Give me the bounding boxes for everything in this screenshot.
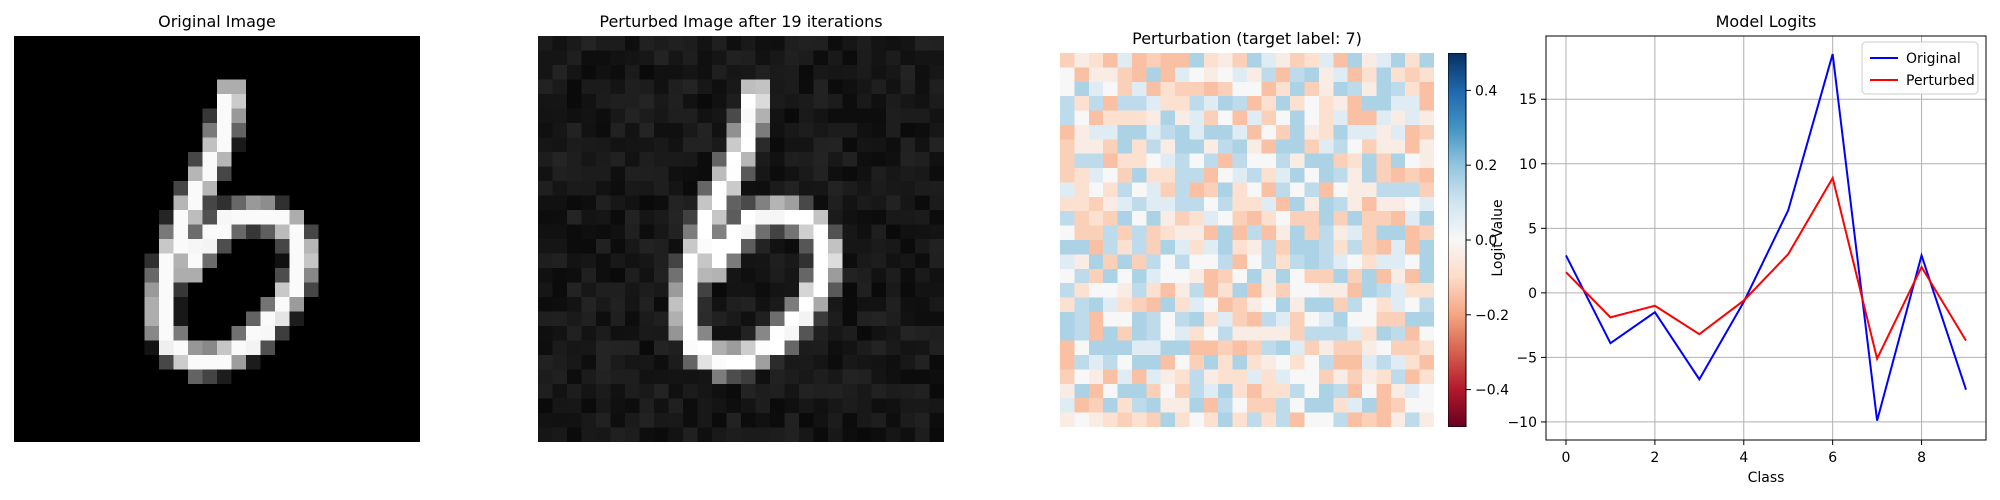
y-tick-label: 5 <box>1528 221 1537 237</box>
original-image-title: Original Image <box>158 12 276 31</box>
logits-chart: 0 2 4 6 8 −10 −5 0 5 10 15 Class Logit Value Original… <box>1480 30 1995 495</box>
x-tick-label: 4 <box>1739 450 1748 466</box>
colorbar-tick-label: −0.4 <box>1475 383 1509 399</box>
x-tick-label: 6 <box>1828 450 1837 466</box>
perturbed-image <box>538 36 944 442</box>
x-tick-label: 2 <box>1650 450 1659 466</box>
y-tick-label: −10 <box>1507 415 1537 431</box>
original-image <box>14 36 420 442</box>
colorbar-tick-label: 0.0 <box>1475 233 1497 249</box>
y-tick-label: 15 <box>1519 92 1537 108</box>
y-tick-label: 10 <box>1519 157 1537 173</box>
y-axis-label: Logit Value <box>1490 199 1506 276</box>
logits-chart-title: Model Logits <box>1715 12 1817 31</box>
x-axis-label: Class <box>1748 470 1785 486</box>
colorbar-tick-label: −0.2 <box>1475 308 1509 324</box>
colorbar-tick-label: 0.4 <box>1475 83 1497 99</box>
x-tick-label: 8 <box>1917 450 1926 466</box>
perturbed-image-title: Perturbed Image after 19 iterations <box>599 12 883 31</box>
plot-frame <box>1545 35 1987 441</box>
colorbar-tick-label: 0.2 <box>1475 158 1497 174</box>
legend-label-perturbed: Perturbed <box>1906 73 1975 89</box>
series-line-perturbed <box>1565 175 1967 362</box>
perturbation-heatmap <box>1060 53 1434 427</box>
perturbation-title: Perturbation (target label: 7) <box>1132 29 1362 48</box>
colorbar-gradient <box>1447 52 1467 428</box>
perturbation-colorbar: −0.4 −0.2 0.0 0.2 0.4 <box>1447 52 1528 428</box>
y-tick-label: −5 <box>1516 350 1537 366</box>
y-tick-label: 0 <box>1528 286 1537 302</box>
x-tick-label: 0 <box>1562 450 1571 466</box>
legend-label-original: Original <box>1906 51 1961 67</box>
series-line-original <box>1565 53 1967 421</box>
